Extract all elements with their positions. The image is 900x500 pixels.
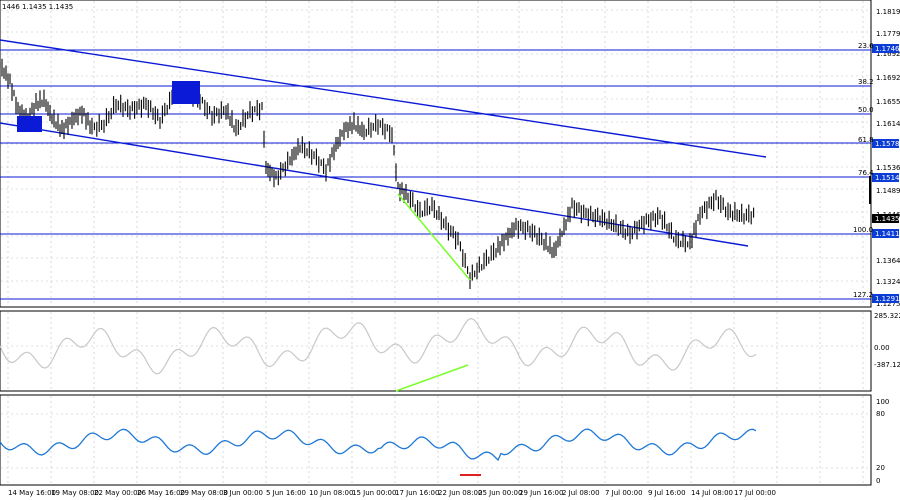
fib-label: 23.6 [858,42,874,50]
main-panel-frame [0,0,872,308]
time-label: 2 Jul 08:00 [562,489,600,497]
rsi-tick: 80 [876,410,885,418]
fib-label: 76.4 [858,169,874,177]
price-tick: 1.1692 [876,50,900,58]
highlight-box [172,81,200,104]
level-label: 1.1514 [875,174,900,182]
cci-tick: 0.00 [874,344,890,352]
level-label: 1.1291 [875,295,900,303]
horizontal-levels [0,49,872,307]
fib-label: 38.2 [858,78,874,86]
time-label: 9 Jul 16:00 [648,489,686,497]
channel-lower-line [0,122,749,247]
fibonacci-labels: 23.6 38.2 50.0 61.8 76.4 100.0 127.2 [853,42,874,299]
level-label-box [872,229,899,238]
cci-tick: 285.322 [874,312,900,320]
level-label: 1.1411 [875,230,900,238]
fib-label: 61.8 [858,136,874,144]
highlight-boxes [17,81,200,132]
time-label: 10 Jun 08:00 [309,489,353,497]
price-tick: 1.1275 [876,300,900,308]
price-tick: 1.1364 [876,257,900,265]
cci-tick: -387.129 [874,361,900,369]
quote-readout: 1446 1.1435 1.1435 [2,3,73,11]
time-label: 17 Jun 16:00 [395,489,439,497]
candle-wicks [0,58,755,289]
fib-label: 100.0 [853,226,873,234]
level-label: 1.1578 [875,140,900,148]
rsi-tick: 20 [876,464,885,472]
rsi-panel-frame [0,394,872,486]
fib-label: 50.0 [858,106,874,114]
grid-lines [1,1,870,484]
level-label-box [872,173,899,182]
candlesticks [0,58,871,289]
time-label: 29 Jun 16:00 [519,489,563,497]
time-label: 14 May 16:00 [8,489,56,497]
price-divergence-line [397,193,471,281]
price-tick: 1.1819 [876,8,900,16]
current-price-label: 1.1435 [875,215,900,223]
rsi-tick: 100 [876,398,889,406]
time-label: 17 Jul 00:00 [734,489,776,497]
time-axis: 14 May 16:00 19 May 08:00 22 May 00:00 2… [8,489,776,497]
level-label-box [872,44,899,53]
level-label-box [872,294,899,303]
time-label: 22 May 00:00 [94,489,142,497]
time-label: 19 May 08:00 [51,489,99,497]
level-label: 1.1746 [875,45,900,53]
rsi-axis: 100 80 20 0 [876,398,889,485]
price-axis: 1.1819 1.1779 1.1692 1.1692 1.1655 1.161… [872,8,900,308]
time-label: 3 Jun 00:00 [223,489,263,497]
highlight-box [17,116,42,132]
price-tick: 1.1324 [876,278,900,286]
price-tick: 1.1655 [876,98,900,106]
indicator-lines [0,193,757,476]
cci-divergence-line [395,364,469,392]
time-label: 29 May 08:00 [180,489,228,497]
time-label: 25 Jun 00:00 [478,489,522,497]
time-label: 7 Jul 00:00 [605,489,643,497]
cci-axis: 285.322 0.00 -387.129 [874,312,900,369]
cci-panel-frame [0,310,872,392]
fib-label: 127.2 [853,291,873,299]
time-label: 5 Jun 16:00 [266,489,306,497]
price-tick: 1.1779 [876,30,900,38]
rsi-line [0,428,757,462]
time-label: 15 Jun 00:00 [352,489,396,497]
price-tick: 1.1614 [876,120,900,128]
price-tick: 1.1692 [876,74,900,82]
current-price-box [872,214,899,223]
time-label: 14 Jul 08:00 [691,489,733,497]
level-label-box [872,139,899,148]
cci-line [0,317,757,375]
time-label: 26 May 16:00 [137,489,185,497]
time-label: 22 Jun 08:00 [438,489,482,497]
price-tick: 1.1489 [876,187,900,195]
channel-upper-line [0,39,767,158]
rsi-tick: 0 [876,477,880,485]
price-tick: 1.1536 [876,164,900,172]
